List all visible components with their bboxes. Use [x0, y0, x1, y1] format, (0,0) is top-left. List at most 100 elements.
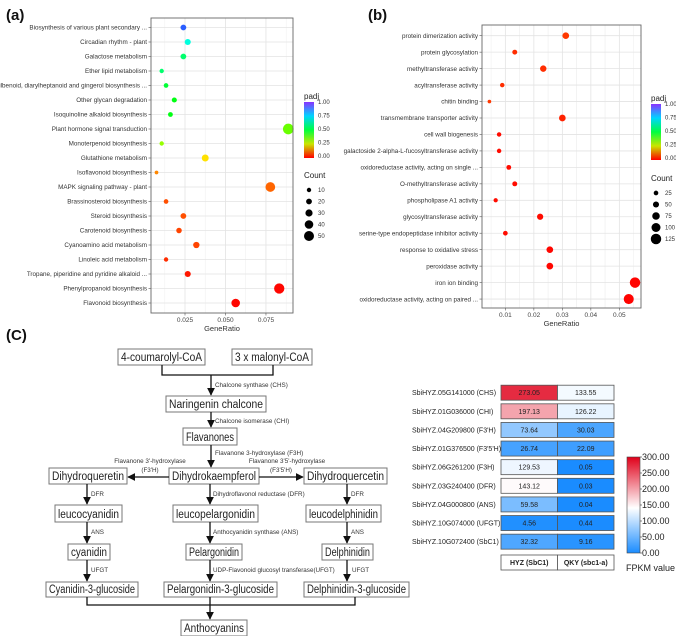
data-point	[512, 181, 518, 187]
y-tick-label: methyltransferase activity	[407, 66, 479, 73]
heatmap-cell-value: 22.09	[577, 446, 595, 453]
data-point	[201, 154, 209, 162]
pathway-node-cy3g: Cyanidin-3-glucoside	[45, 581, 139, 598]
y-tick-label: Other glycan degradation	[76, 97, 147, 104]
size-legend-dot	[306, 187, 312, 193]
heatmap-cell	[557, 533, 615, 550]
dotplot-a: Biosynthesis of various plant secondary …	[0, 17, 330, 333]
plot-area	[482, 25, 641, 308]
heatmap-cell-value: 197.13	[519, 409, 541, 416]
size-legend-label: 100	[665, 226, 676, 232]
node-box	[54, 504, 123, 523]
y-tick-label: Ether lipid metabolism	[85, 68, 147, 75]
heatmap-cell-value: 126.22	[575, 409, 597, 416]
data-point	[562, 32, 570, 40]
data-point	[499, 82, 505, 88]
y-tick-label: Phenylpropanoid biosynthesis	[63, 286, 147, 293]
data-point	[184, 38, 191, 46]
y-tick-label: phospholipase A1 activity	[407, 198, 479, 205]
enzyme-label-ans-mid: Anthocyanidin synthase (ANS)	[213, 529, 298, 536]
heatmap-cell	[557, 422, 615, 438]
heatmap-cell	[557, 384, 615, 401]
y-tick-label: iron ion binding	[435, 280, 478, 287]
heatmap-cell	[557, 496, 615, 513]
size-legend-label: 10	[318, 188, 325, 194]
heatmap-cell-value: 9.16	[579, 539, 593, 546]
y-tick-label: Carotenoid biosynthesis	[80, 228, 147, 235]
colorbar-tick-label: 300.00	[642, 452, 670, 462]
heatmap-cell	[557, 403, 615, 420]
y-tick-label: galactoside 2-alpha-L-fucosyltransferase…	[344, 148, 479, 155]
size-legend-label: 125	[665, 237, 676, 243]
data-point	[159, 141, 164, 146]
y-tick-label: cell wall biogenesis	[424, 132, 478, 139]
y-tick-label: acyltransferase activity	[414, 82, 479, 89]
node-label: 4-coumarolyl-CoA	[121, 352, 202, 364]
color-legend-label: 0.00	[665, 156, 676, 162]
color-legend-bar	[651, 104, 661, 160]
y-tick-label: Isoflavonoid biosynthesis	[77, 170, 147, 177]
heatmap-cell	[557, 515, 615, 531]
heatmap-row-label: SbiHYZ.01G036000 (CHI)	[412, 409, 493, 416]
color-legend-label: 0.00	[318, 154, 330, 160]
x-tick-label: 0.02	[528, 312, 541, 319]
color-legend-title: padj	[651, 94, 666, 103]
data-point	[154, 170, 159, 175]
heatmap-row-label: SbiHYZ.03G240400 (DFR)	[412, 483, 496, 490]
node-label: Cyanidin-3-glucoside	[49, 584, 135, 596]
y-tick-label: Circadian rhythm - plant	[80, 39, 147, 46]
data-point	[180, 24, 187, 31]
y-tick-label: peroxidase activity	[426, 263, 479, 270]
anthocyanin-pathway-diagram: 4-coumarolyl-CoA 3 x malonyl-CoA Naringeni…	[45, 348, 410, 636]
data-point	[184, 270, 191, 278]
y-tick-label: Steroid biosynthesis	[91, 213, 147, 220]
y-tick-label: Biosynthesis of various plant secondary …	[29, 25, 147, 32]
data-point	[180, 53, 187, 60]
node-label: Pelargonidin-3-glucoside	[167, 584, 274, 596]
colorbar-tick-label: 50.00	[642, 532, 665, 542]
data-point	[540, 65, 547, 72]
enzyme-label-f35h-1: Flavanone 3'5'-hydroxylase	[249, 458, 326, 465]
data-point	[163, 199, 169, 204]
y-tick-label: protein dimerization activity	[402, 33, 479, 40]
node-label: Dihydrokaempferol	[172, 471, 256, 483]
size-legend-dot	[304, 231, 314, 241]
data-point	[265, 182, 276, 192]
colorbar-tick-label: 0.00	[642, 548, 660, 558]
pathway-node-dhq_left: Dihydroqueretin	[48, 467, 128, 485]
x-axis-title: GeneRatio	[544, 319, 580, 328]
data-point	[282, 123, 294, 135]
size-legend-dot	[653, 190, 659, 196]
data-point	[193, 241, 200, 249]
color-legend-title: padj	[304, 92, 319, 101]
y-tick-label: Stilbenoid, diarylheptanoid and gingerol…	[0, 83, 147, 90]
y-tick-label: protein glycosylation	[421, 49, 479, 56]
heatmap-column-header-box	[557, 554, 615, 571]
y-tick-label: O-methyltransferase activity	[400, 181, 479, 188]
heatmap-cell-value: 129.53	[519, 465, 541, 472]
size-legend-dot	[651, 223, 661, 232]
size-legend-dot	[305, 209, 313, 217]
node-box	[180, 619, 248, 636]
data-point	[506, 164, 512, 170]
y-tick-label: glycosyltransferase activity	[403, 214, 479, 221]
node-box	[168, 467, 260, 485]
node-box	[48, 467, 128, 485]
enzyme-label-dfr-mid: Dihydroflavonol reductase (DFR)	[213, 491, 305, 498]
pathway-node-pelargonidin: Pelargonidin	[185, 543, 243, 561]
enzyme-label-ufgt-left: UFGT	[91, 567, 108, 574]
size-legend-dot	[652, 212, 660, 220]
colorbar-tick-label: 250.00	[642, 468, 670, 478]
y-tick-label: Brassinosteroid biosynthesis	[67, 199, 147, 206]
pathway-node-dp3g: Delphinidin-3-glucoside	[303, 581, 410, 598]
y-tick-label: Linoleic acid metabolism	[78, 257, 147, 264]
node-label: Dihydroquercetin	[307, 471, 384, 483]
heatmap-cell-value: 32.32	[520, 539, 538, 546]
y-tick-label: transmembrane transporter activity	[381, 115, 479, 122]
enzyme-label-ans-right: ANS	[351, 529, 364, 536]
size-legend-dot	[306, 198, 312, 205]
heatmap-row-label: SbiHYZ.10G072400 (SbC1)	[412, 539, 499, 546]
y-tick-label: Glutathione metabolism	[81, 155, 147, 162]
y-tick-label: serine-type endopeptidase inhibitor acti…	[359, 230, 479, 237]
node-box	[165, 395, 267, 413]
